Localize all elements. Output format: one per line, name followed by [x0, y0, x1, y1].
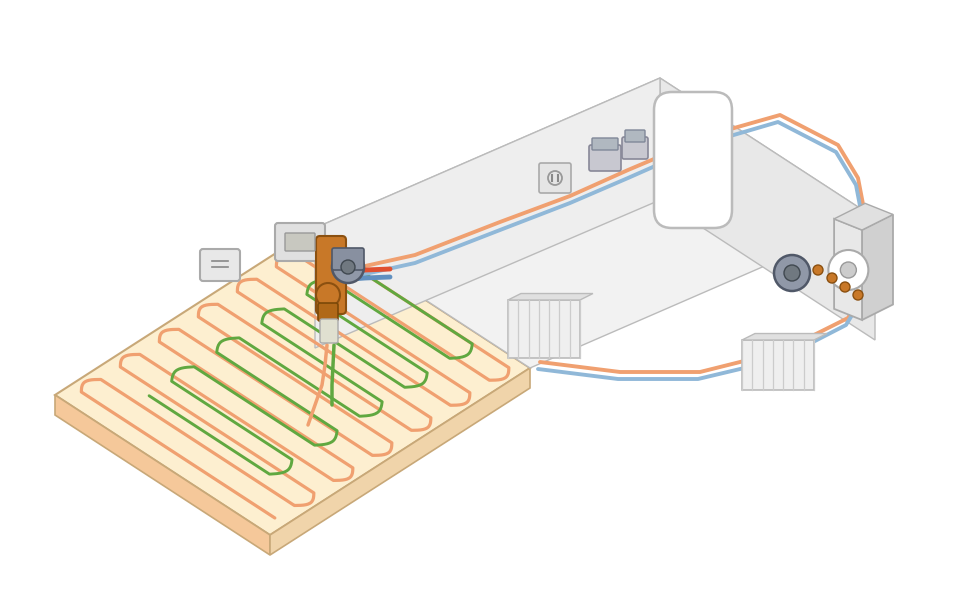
Polygon shape	[742, 340, 814, 390]
FancyBboxPatch shape	[622, 137, 648, 159]
FancyBboxPatch shape	[589, 145, 621, 171]
FancyBboxPatch shape	[332, 248, 364, 270]
Circle shape	[828, 250, 869, 290]
Circle shape	[840, 282, 850, 292]
FancyBboxPatch shape	[318, 303, 338, 321]
Circle shape	[784, 265, 800, 281]
Circle shape	[341, 260, 355, 274]
Circle shape	[840, 262, 856, 278]
Polygon shape	[508, 300, 580, 358]
Circle shape	[774, 255, 810, 291]
Polygon shape	[55, 228, 530, 535]
FancyBboxPatch shape	[316, 236, 346, 314]
Circle shape	[813, 265, 823, 275]
Polygon shape	[315, 78, 660, 348]
Polygon shape	[834, 219, 862, 320]
FancyBboxPatch shape	[539, 163, 571, 193]
Polygon shape	[742, 333, 827, 340]
Polygon shape	[315, 78, 875, 368]
FancyBboxPatch shape	[320, 319, 338, 343]
Polygon shape	[834, 203, 893, 230]
FancyBboxPatch shape	[275, 223, 325, 261]
Circle shape	[827, 273, 837, 283]
Polygon shape	[862, 215, 893, 320]
Circle shape	[332, 251, 364, 283]
FancyBboxPatch shape	[200, 249, 240, 281]
Circle shape	[316, 283, 340, 307]
FancyBboxPatch shape	[654, 92, 732, 228]
Polygon shape	[55, 395, 270, 555]
FancyBboxPatch shape	[625, 130, 645, 142]
Polygon shape	[508, 293, 593, 300]
FancyBboxPatch shape	[285, 233, 315, 251]
Polygon shape	[270, 368, 530, 555]
FancyBboxPatch shape	[592, 138, 618, 150]
Polygon shape	[660, 78, 875, 340]
Circle shape	[853, 290, 863, 300]
